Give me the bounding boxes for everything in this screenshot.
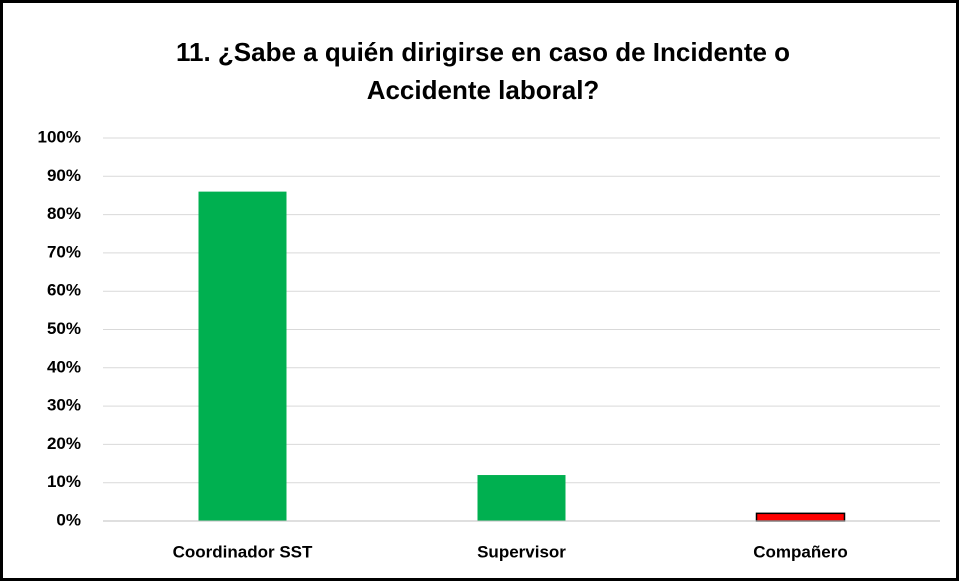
bar: [477, 475, 566, 521]
y-tick-label: 30%: [47, 396, 81, 415]
y-tick-label: 50%: [47, 319, 81, 338]
y-tick-label: 100%: [38, 127, 81, 146]
y-tick-label: 60%: [47, 281, 81, 300]
y-tick-label: 80%: [47, 204, 81, 223]
chart: 0% 10% 20% 30% 40% 50% 60% 70% 80% 90% 100% Coordin…: [38, 127, 940, 561]
bar: [198, 191, 287, 521]
y-tick-label: 70%: [47, 242, 81, 261]
x-tick-label: Supervisor: [477, 542, 566, 561]
y-tick-label: 90%: [47, 166, 81, 185]
x-tick-label: Compañero: [753, 542, 847, 561]
x-tick-label: Coordinador SST: [173, 542, 313, 561]
chart-title: 11. ¿Sabe a quién dirigirse en caso de I…: [175, 37, 791, 105]
y-tick-label: 40%: [47, 357, 81, 376]
y-tick-label: 20%: [47, 434, 81, 453]
bar: [755, 512, 846, 522]
y-tick-label: 10%: [47, 472, 81, 491]
y-tick-label: 0%: [56, 510, 81, 529]
